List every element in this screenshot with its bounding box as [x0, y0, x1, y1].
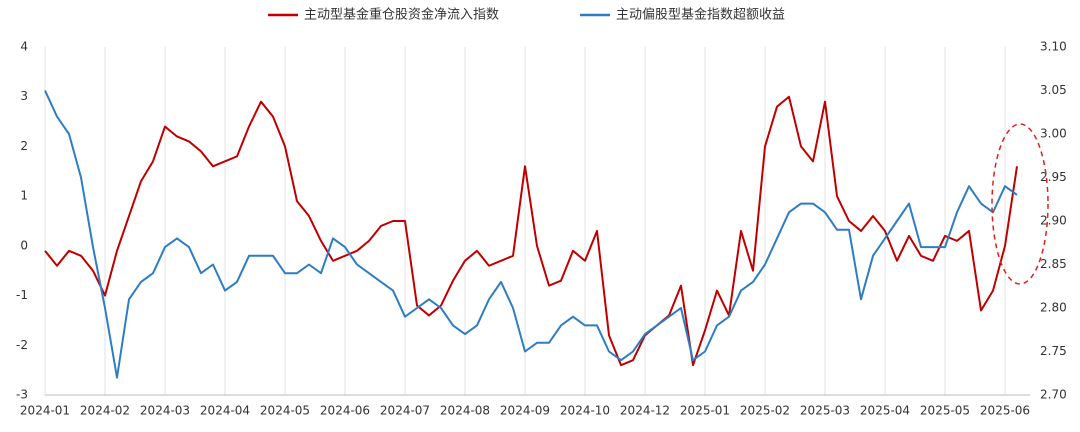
y2-tick-label: 2.70 — [1040, 388, 1067, 402]
x-tick-label: 2024-06 — [320, 404, 370, 418]
x-tick-label: 2024-12 — [620, 404, 670, 418]
y2-tick-label: 3.10 — [1040, 40, 1067, 54]
y-tick-label: -1 — [16, 288, 28, 302]
y-tick-label: 4 — [20, 40, 28, 54]
y2-tick-label: 2.80 — [1040, 301, 1067, 315]
series-line — [44, 90, 1018, 379]
y-tick-label: 2 — [20, 139, 28, 153]
y2-tick-label: 2.85 — [1040, 257, 1067, 271]
legend: 主动型基金重仓股资金净流入指数 主动偏股型基金指数超额收益 — [268, 7, 785, 23]
legend-label: 主动型基金重仓股资金净流入指数 — [304, 7, 499, 23]
y-tick-label: 0 — [20, 238, 28, 252]
x-tick-label: 2024-02 — [80, 404, 130, 418]
series-line — [44, 95, 1018, 367]
x-tick-label: 2025-06 — [980, 404, 1030, 418]
x-tick-label: 2024-01 — [20, 404, 70, 418]
y2-tick-label: 3.00 — [1040, 127, 1067, 141]
x-tick-label: 2024-10 — [560, 404, 610, 418]
x-tick-label: 2024-03 — [140, 404, 190, 418]
y2-tick-label: 2.90 — [1040, 214, 1067, 228]
x-tick-label: 2025-04 — [860, 404, 910, 418]
y2-tick-label: 2.75 — [1040, 344, 1067, 358]
y2-tick-label: 3.05 — [1040, 83, 1067, 97]
y-tick-label: -2 — [16, 338, 28, 352]
x-tick-label: 2024-04 — [200, 404, 250, 418]
y-tick-label: -3 — [16, 388, 28, 402]
y2-tick-label: 2.95 — [1040, 170, 1067, 184]
highlight-ellipse — [991, 123, 1049, 285]
x-tick-label: 2024-07 — [380, 404, 430, 418]
x-tick-label: 2024-08 — [440, 404, 490, 418]
x-tick-label: 2025-03 — [800, 404, 850, 418]
legend-label: 主动偏股型基金指数超额收益 — [616, 7, 785, 23]
x-tick-label: 2025-02 — [740, 404, 790, 418]
y-tick-label: 1 — [20, 189, 28, 203]
y-tick-label: 3 — [20, 89, 28, 103]
x-tick-label: 2025-01 — [680, 404, 730, 418]
x-tick-label: 2025-05 — [920, 404, 970, 418]
x-tick-label: 2024-05 — [260, 404, 310, 418]
x-tick-label: 2024-09 — [500, 404, 550, 418]
